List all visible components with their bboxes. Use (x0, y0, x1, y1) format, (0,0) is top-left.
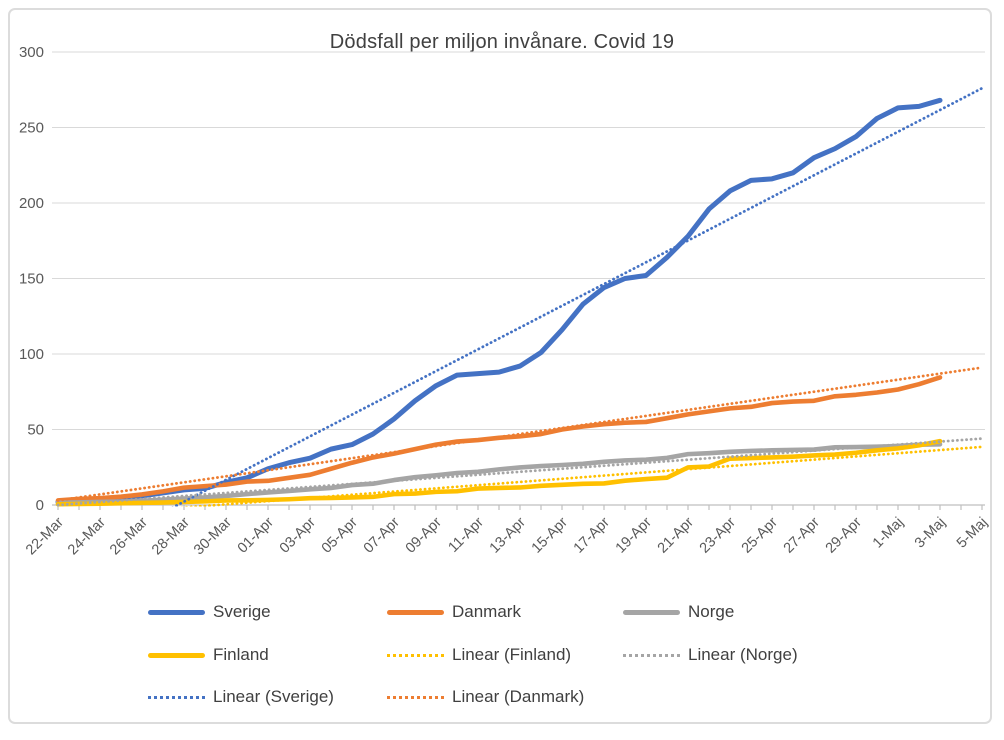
x-axis-tick-label: 01-Apr (235, 514, 277, 556)
legend-item-norge[interactable]: Norge (623, 601, 734, 623)
legend-item-sverige[interactable]: Sverige (148, 601, 271, 623)
legend-swatch-danmark (387, 609, 444, 615)
legend-item-danmark[interactable]: Danmark (387, 601, 521, 623)
trendline-linear-finland[interactable] (58, 445, 984, 517)
trendline-linear-danmark[interactable] (56, 366, 984, 502)
legend-label-linear-finland: Linear (Finland) (452, 645, 572, 664)
x-axis-tick-label: 26-Mar (107, 514, 151, 558)
legend-swatch-norge (623, 609, 680, 615)
series-line-sverige[interactable] (55, 97, 943, 505)
legend-swatch-linear-sverige (148, 695, 205, 699)
x-axis-tick-label: 5-Maj (954, 515, 991, 552)
x-axis-tick-label: 21-Apr (655, 514, 697, 556)
trendline-linear-norge[interactable] (56, 437, 984, 507)
y-axis-tick-label: 250 (19, 120, 44, 137)
y-axis-tick-label: 50 (27, 422, 44, 439)
x-axis-tick-label: 28-Mar (149, 514, 193, 558)
legend-label-linear-danmark: Linear (Danmark) (452, 687, 585, 706)
x-axis-tick-label: 23-Apr (697, 514, 739, 556)
legend-label-danmark: Danmark (452, 602, 521, 621)
legend-item-linear-danmark[interactable]: Linear (Danmark) (387, 686, 584, 708)
legend-label-linear-norge: Linear (Norge) (688, 645, 798, 664)
x-axis-tick-label: 22-Mar (23, 514, 67, 558)
legend-label-linear-sverige: Linear (Sverige) (213, 687, 334, 706)
chart-title: Dödsfall per miljon invånare. Covid 19 (329, 31, 675, 53)
x-axis-tick-label: 24-Mar (65, 514, 109, 558)
x-axis-tick-label: 05-Apr (319, 514, 361, 556)
x-axis-tick-label: 13-Apr (487, 514, 529, 556)
x-axis-tick-label: 07-Apr (361, 514, 403, 556)
series-line-norge[interactable] (55, 441, 943, 506)
legend-swatch-linear-norge (623, 653, 680, 657)
x-axis-tick-label: 29-Apr (823, 514, 865, 556)
x-axis-tick-label: 17-Apr (571, 514, 613, 556)
x-axis-tick-label: 03-Apr (277, 514, 319, 556)
trendline-linear-sverige[interactable] (58, 86, 984, 567)
y-axis-tick-label: 300 (19, 44, 44, 61)
legend-item-finland[interactable]: Finland (148, 644, 269, 666)
x-axis-tick-label: 11-Apr (445, 514, 486, 555)
y-axis-tick-label: 150 (19, 271, 44, 288)
x-axis-tick-label: 15-Apr (529, 514, 571, 556)
legend-swatch-finland (148, 652, 205, 658)
legend-label-finland: Finland (213, 645, 269, 664)
legend-label-sverige: Sverige (213, 602, 271, 621)
x-axis-tick-label: 3-Maj (912, 515, 949, 552)
y-axis-tick-label: 200 (19, 195, 44, 212)
x-axis-tick-label: 19-Apr (613, 514, 655, 556)
legend-item-linear-norge[interactable]: Linear (Norge) (623, 644, 798, 666)
x-axis-tick-label: 09-Apr (403, 514, 445, 556)
x-axis-tick-label: 1-Maj (870, 515, 907, 552)
series-line-finland[interactable] (55, 438, 943, 507)
legend-swatch-linear-finland (387, 653, 444, 657)
x-axis-tick-label: 27-Apr (781, 514, 823, 556)
y-axis-tick-label: 0 (36, 497, 44, 514)
x-axis-tick-label: 25-Apr (739, 514, 781, 556)
legend-label-norge: Norge (688, 602, 735, 621)
y-axis-tick-label: 100 (19, 346, 44, 363)
x-axis-tick-label: 30-Mar (191, 514, 235, 558)
legend-swatch-sverige (148, 609, 205, 615)
chart-plot-area[interactable]: 0 50 100 150 200 250 300 22-Mar 24-Mar 26-Mar 28-M… (0, 0, 1004, 596)
legend-item-linear-sverige[interactable]: Linear (Sverige) (148, 686, 334, 708)
legend-swatch-linear-danmark (387, 695, 444, 699)
legend-item-linear-finland[interactable]: Linear (Finland) (387, 644, 571, 666)
